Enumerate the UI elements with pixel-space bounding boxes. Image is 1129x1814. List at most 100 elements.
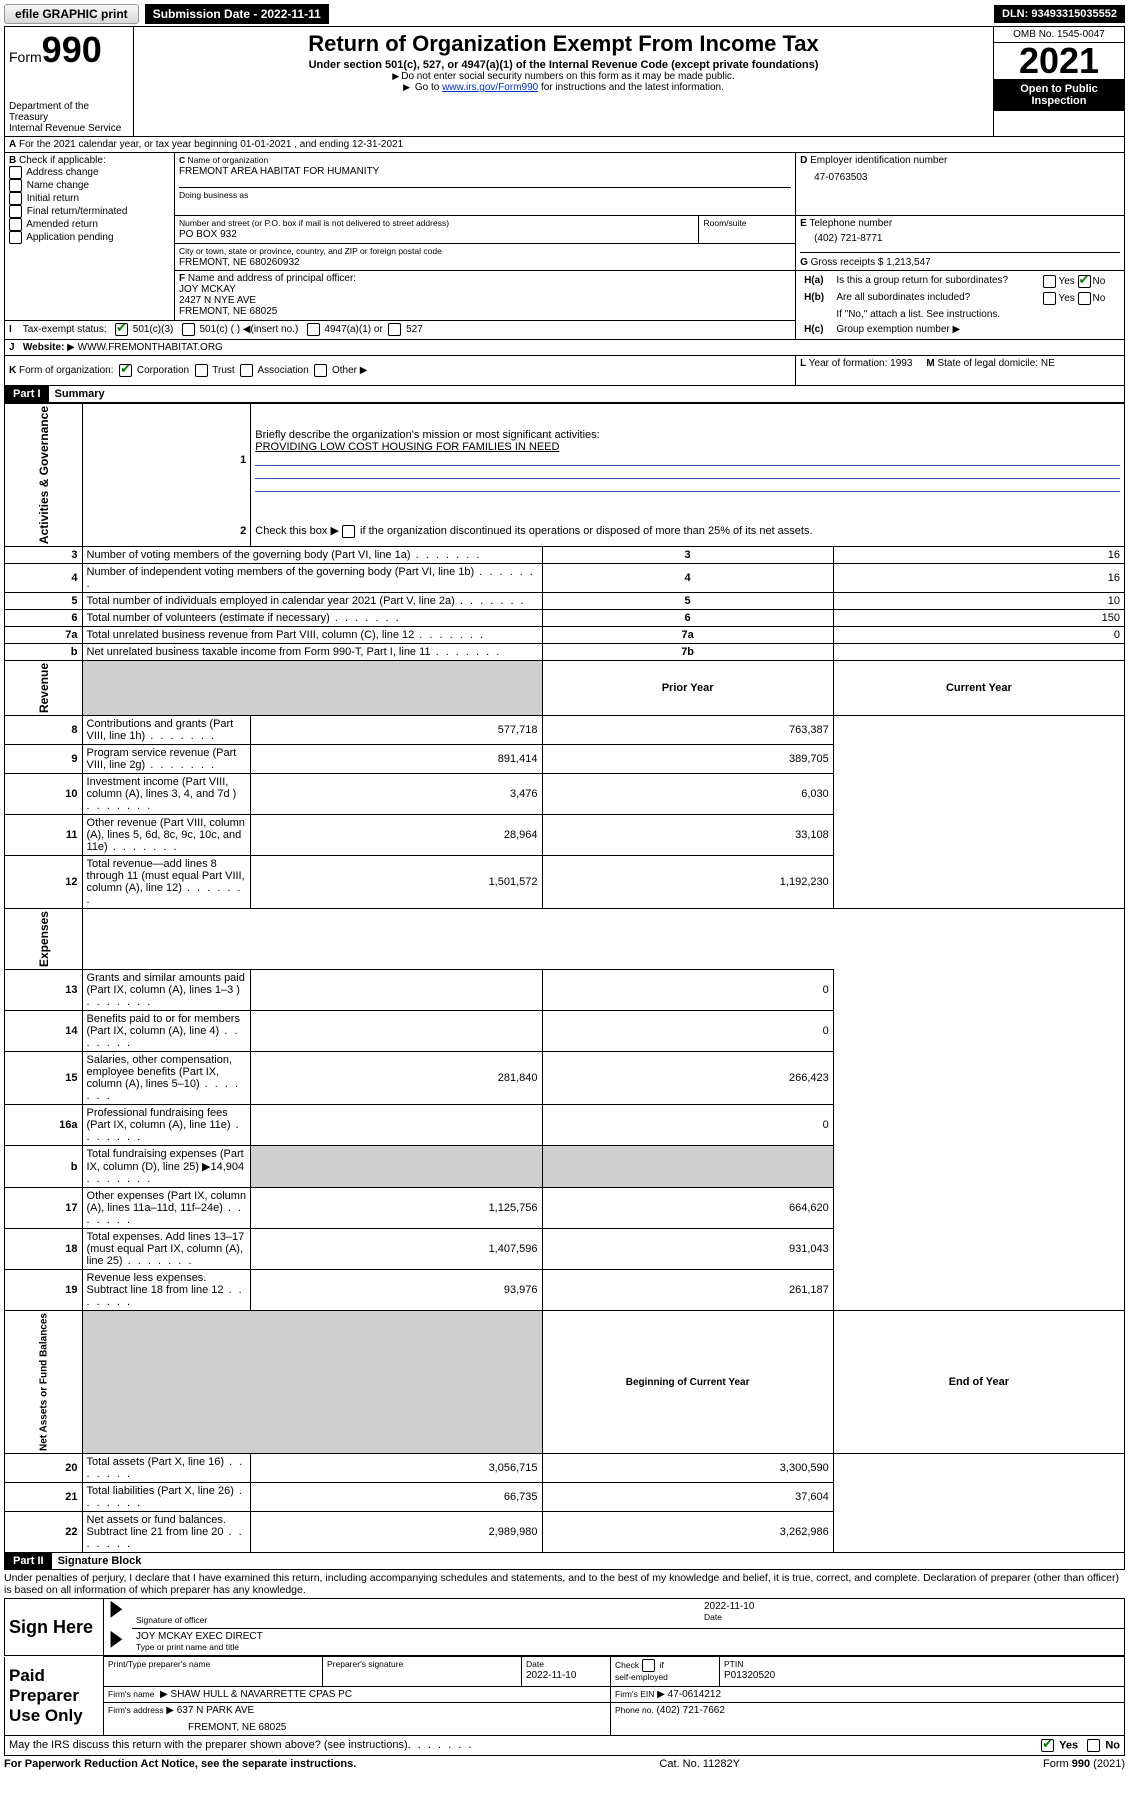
chk-4947[interactable] <box>307 323 320 336</box>
hb-note: If "No," attach a list. See instructions… <box>832 307 1120 322</box>
chk-assoc[interactable] <box>240 364 253 377</box>
c-label: Name of organization <box>187 155 268 165</box>
irs-label: Internal Revenue Service <box>9 123 129 134</box>
row-prior: 3,476 <box>251 774 542 815</box>
officer-printed-name: JOY MCKAY EXEC DIRECT <box>136 1631 263 1642</box>
row-prior: 3,056,715 <box>251 1454 542 1483</box>
row-current: 0 <box>542 970 833 1011</box>
cat-no: Cat. No. 11282Y <box>659 1758 740 1770</box>
opt-501c3: 501(c)(3) <box>133 325 174 336</box>
form-number: Form990 <box>9 29 129 71</box>
firm-phone-label: Phone no. <box>615 1705 654 1715</box>
row-prior <box>251 1105 542 1146</box>
row-num: 8 <box>5 716 83 745</box>
chk-hb-yes[interactable] <box>1043 292 1056 305</box>
row-text: Total number of volunteers (estimate if … <box>82 610 542 627</box>
yes-3: Yes <box>1059 1740 1078 1752</box>
signature-block: Sign Here ▶ Signature of officer 2022-11… <box>4 1598 1125 1656</box>
chk-trust[interactable] <box>195 364 208 377</box>
chk-address-change[interactable] <box>9 166 22 179</box>
year-formation: 1993 <box>890 358 912 369</box>
chk-corp[interactable] <box>119 364 132 377</box>
l-label: Year of formation: <box>809 358 888 369</box>
chk-name-change[interactable] <box>9 179 22 192</box>
opt-pending: Application pending <box>26 232 113 243</box>
opt-address-change: Address change <box>26 167 98 178</box>
top-toolbar: efile GRAPHIC print Submission Date - 20… <box>4 4 1125 24</box>
row-prior: 1,125,756 <box>251 1188 542 1229</box>
row-prior <box>251 970 542 1011</box>
opt-assoc: Association <box>258 365 309 376</box>
row-text: Total assets (Part X, line 16) <box>82 1454 251 1483</box>
row-num: 7a <box>5 627 83 644</box>
row-num: 10 <box>5 774 83 815</box>
chk-final-return[interactable] <box>9 205 22 218</box>
efile-print-button[interactable]: efile GRAPHIC print <box>4 4 139 24</box>
opt-4947: 4947(a)(1) or <box>324 325 382 336</box>
chk-ha-yes[interactable] <box>1043 275 1056 288</box>
chk-other[interactable] <box>314 364 327 377</box>
prep-date-value: 2022-11-10 <box>526 1670 576 1681</box>
chk-app-pending[interactable] <box>9 231 22 244</box>
row-current: 0 <box>542 1011 833 1052</box>
row-text: Total unrelated business revenue from Pa… <box>82 627 542 644</box>
row-text: Number of independent voting members of … <box>82 564 542 593</box>
row-text: Professional fundraising fees (Part IX, … <box>82 1105 251 1146</box>
form-number-big: 990 <box>42 29 102 70</box>
hc-label: Group exemption number <box>836 324 949 335</box>
row-prior: 1,407,596 <box>251 1229 542 1270</box>
row-num: b <box>5 1146 83 1188</box>
row-prior: 2,989,980 <box>251 1512 542 1553</box>
chk-ha-no[interactable] <box>1078 275 1091 288</box>
row-code: 3 <box>542 547 833 564</box>
row-num: b <box>5 644 83 661</box>
part1-title: Summary <box>49 386 111 402</box>
firm-addr-value: 637 N PARK AVE <box>177 1705 254 1716</box>
paid-preparer-label: Paid Preparer Use Only <box>5 1657 104 1736</box>
room-label: Room/suite <box>703 218 746 228</box>
discuss-label: May the IRS discuss this return with the… <box>9 1739 408 1752</box>
chk-self-employed[interactable] <box>642 1659 655 1672</box>
irs-link[interactable]: www.irs.gov/Form990 <box>442 82 538 93</box>
row-num: 19 <box>5 1270 83 1311</box>
row-text: Total number of individuals employed in … <box>82 593 542 610</box>
chk-amended[interactable] <box>9 218 22 231</box>
sig-officer-label: Signature of officer <box>136 1615 207 1625</box>
firm-addr-label: Firm's address <box>108 1705 163 1715</box>
row-code: 7a <box>542 627 833 644</box>
prep-sig-label: Preparer's signature <box>327 1659 403 1669</box>
row-current: 389,705 <box>542 745 833 774</box>
chk-discontinued[interactable] <box>342 525 355 538</box>
paperwork-notice: For Paperwork Reduction Act Notice, see … <box>4 1758 356 1770</box>
row-current: 931,043 <box>542 1229 833 1270</box>
side-revenue: Revenue <box>5 661 83 716</box>
col-prior: Prior Year <box>542 661 833 716</box>
chk-527[interactable] <box>388 323 401 336</box>
row-num: 14 <box>5 1011 83 1052</box>
website-value: WWW.FREMONTHABITAT.ORG <box>78 342 223 353</box>
m-label: State of legal domicile: <box>937 358 1038 369</box>
city-label: City or town, state or province, country… <box>179 246 442 256</box>
row-num: 20 <box>5 1454 83 1483</box>
chk-discuss-yes[interactable] <box>1041 1739 1054 1752</box>
chk-501c3[interactable] <box>115 323 128 336</box>
row-text: Program service revenue (Part VIII, line… <box>82 745 251 774</box>
form-ref: Form 990 (2021) <box>1043 1758 1125 1770</box>
opt-initial: Initial return <box>27 193 79 204</box>
chk-initial-return[interactable] <box>9 192 22 205</box>
chk-501c[interactable] <box>182 323 195 336</box>
chk-discuss-no[interactable] <box>1087 1739 1100 1752</box>
q2-label: Check this box ▶ if the organization dis… <box>255 525 812 537</box>
opt-501c: 501(c) ( ) <box>199 325 240 336</box>
dots <box>408 1739 474 1752</box>
q1-value: PROVIDING LOW COST HOUSING FOR FAMILIES … <box>255 441 559 453</box>
row-text: Other revenue (Part VIII, column (A), li… <box>82 815 251 856</box>
arrow-icon: ▶ <box>111 1601 123 1614</box>
chk-hb-no[interactable] <box>1078 292 1091 305</box>
no-2: No <box>1093 293 1106 304</box>
i-label: Tax-exempt status: <box>23 325 107 336</box>
row-text: Number of voting members of the governin… <box>82 547 542 564</box>
row-num: 13 <box>5 970 83 1011</box>
no-1: No <box>1093 276 1106 287</box>
row-text: Revenue less expenses. Subtract line 18 … <box>82 1270 251 1311</box>
